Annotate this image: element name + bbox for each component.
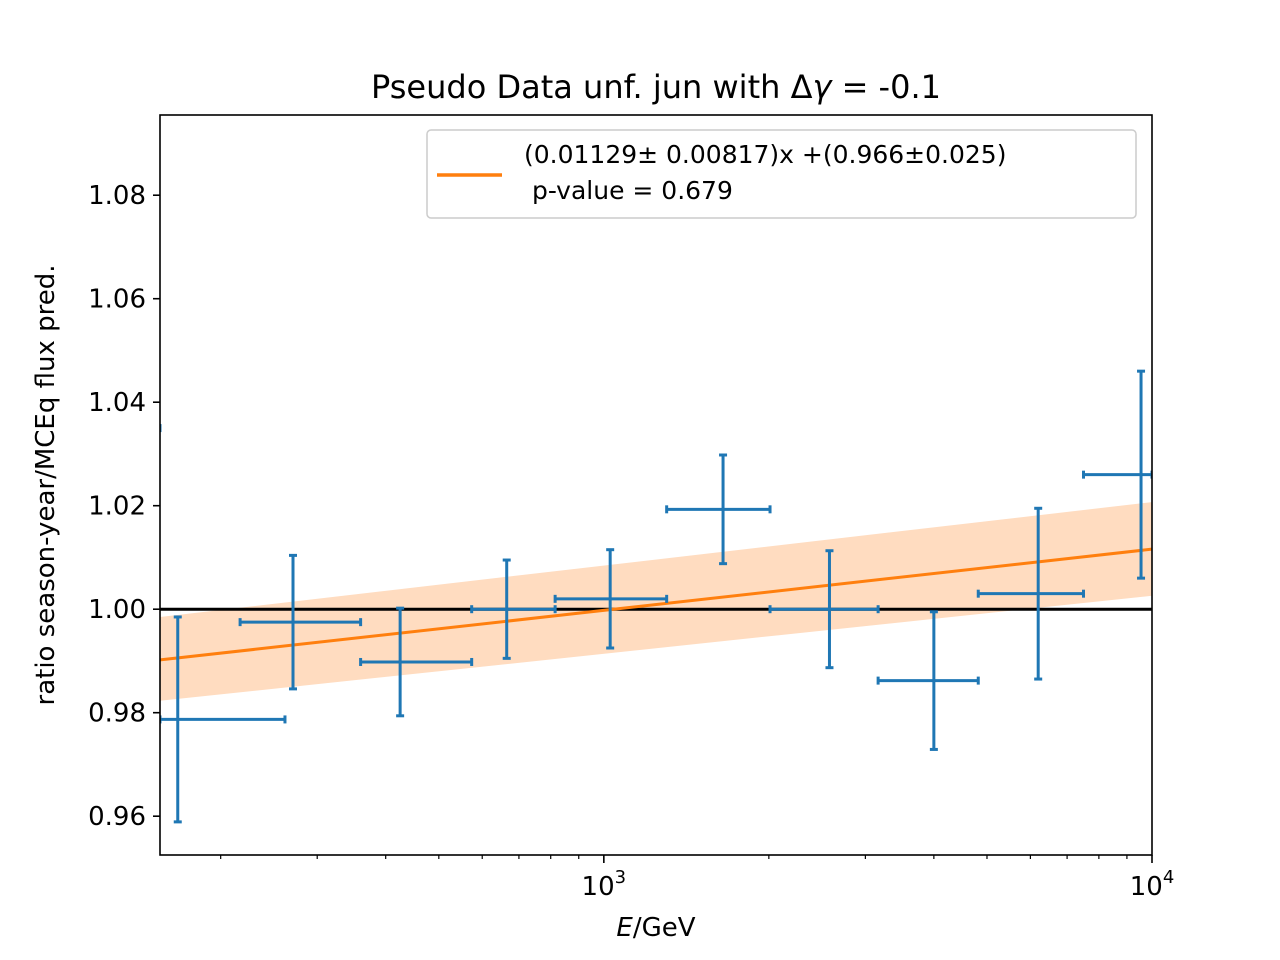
fit-uncertainty-band bbox=[160, 502, 1152, 701]
legend-box bbox=[426, 129, 1137, 219]
data-point bbox=[470, 558, 557, 660]
data-point bbox=[359, 606, 474, 718]
legend: (0.01129± 0.00817)x +(0.966±0.025) p-val… bbox=[426, 129, 1137, 219]
data-point bbox=[665, 453, 772, 566]
y-tick-label: 0.98 bbox=[88, 699, 146, 729]
data-point bbox=[160, 615, 287, 824]
y-tick-label: 1.06 bbox=[88, 285, 146, 315]
y-axis-label: ratio season-year/MCEq flux pred. bbox=[31, 265, 61, 706]
x-tick-label: 103 bbox=[582, 867, 627, 902]
data-point bbox=[1082, 369, 1152, 580]
plot-frame bbox=[159, 114, 1153, 856]
data-point bbox=[238, 553, 363, 691]
y-tick-label: 1.00 bbox=[88, 595, 146, 625]
data-point bbox=[976, 506, 1086, 681]
y-tick-label: 1.04 bbox=[88, 388, 146, 418]
legend-line1: (0.01129± 0.00817)x +(0.966±0.025) bbox=[524, 140, 1006, 169]
plot-area bbox=[160, 369, 1152, 824]
y-tick-label: 1.02 bbox=[88, 492, 146, 522]
x-axis-label: E/GeV bbox=[616, 913, 695, 943]
data-point bbox=[876, 610, 980, 751]
x-axis: 103 104 bbox=[220, 855, 1175, 902]
legend-line2: p-value = 0.679 bbox=[524, 176, 733, 205]
fit-line bbox=[160, 547, 1152, 662]
y-tick-label: 0.96 bbox=[88, 802, 146, 832]
chart-title: Pseudo Data unf. jun with Δγ = -0.1 bbox=[371, 68, 941, 106]
x-tick-label: 104 bbox=[1130, 867, 1175, 902]
y-axis: 0.96 0.98 1.00 1.02 1.04 1.06 1.08 bbox=[88, 181, 160, 832]
y-tick-label: 1.08 bbox=[88, 181, 146, 211]
data-point bbox=[553, 548, 669, 650]
data-point bbox=[768, 549, 880, 670]
